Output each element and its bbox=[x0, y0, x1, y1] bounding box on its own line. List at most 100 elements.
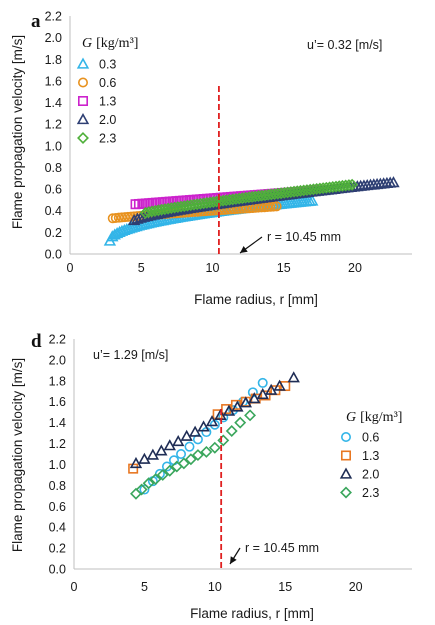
data-point bbox=[146, 448, 160, 460]
legend-marker bbox=[76, 57, 90, 69]
y-tick-label: 1.8 bbox=[49, 374, 66, 388]
data-point bbox=[264, 383, 278, 395]
data-point bbox=[306, 194, 319, 206]
data-point bbox=[265, 201, 276, 212]
y-tick-label: 1.4 bbox=[45, 96, 62, 110]
y-tick-label: 0.8 bbox=[49, 479, 66, 493]
x-tick-label: 15 bbox=[278, 580, 292, 594]
legend-title-symbol: G bbox=[346, 410, 356, 425]
legend-marker bbox=[339, 467, 353, 479]
legend-marker bbox=[77, 132, 89, 144]
data-point bbox=[342, 179, 355, 192]
panel-d: 0 5 10 15 20 0.0 0.2 0.4 0.6 0.8 1.0 1.2 1.4 1.6 1.8 2.… bbox=[10, 331, 412, 621]
series-2.3 bbox=[139, 178, 359, 219]
data-point bbox=[168, 455, 179, 466]
y-tick-label: 1.8 bbox=[45, 53, 62, 67]
legend-entry-0.6: 0.6 bbox=[362, 431, 379, 445]
legend-entry-1.3: 1.3 bbox=[99, 95, 116, 109]
data-point bbox=[146, 205, 158, 218]
panel-d-legend: G [kg/m³] 0.6 1.3 2.0 2.3 bbox=[339, 410, 402, 500]
data-point bbox=[142, 206, 155, 219]
legend-title-symbol: G bbox=[82, 36, 92, 51]
legend-marker bbox=[340, 431, 351, 442]
data-point bbox=[163, 439, 176, 451]
panel-d-x-axis-label: Flame radius, r [mm] bbox=[190, 606, 314, 621]
data-point bbox=[191, 449, 204, 462]
data-point bbox=[217, 434, 230, 447]
y-tick-label: 0.6 bbox=[45, 183, 62, 197]
series-2.3 bbox=[130, 409, 257, 500]
legend-marker bbox=[340, 450, 351, 461]
legend-title-unit: [kg/m³] bbox=[360, 410, 402, 425]
data-point bbox=[188, 425, 202, 437]
legend-entry-2.0: 2.0 bbox=[362, 468, 379, 482]
series-2.0 bbox=[129, 371, 300, 469]
data-point bbox=[346, 178, 359, 191]
data-point bbox=[257, 377, 268, 388]
y-tick-label: 0.4 bbox=[49, 521, 66, 535]
y-tick-label: 0.2 bbox=[49, 542, 66, 556]
annotation-arrow-head bbox=[230, 556, 237, 564]
data-point bbox=[139, 484, 150, 495]
data-point bbox=[176, 448, 187, 459]
data-point bbox=[260, 390, 271, 401]
y-tick-label: 1.0 bbox=[45, 139, 62, 153]
data-point bbox=[163, 464, 176, 477]
data-point bbox=[118, 223, 131, 235]
data-point bbox=[180, 429, 193, 441]
panel-a-legend: G [kg/m³] 0.3 0.6 1.3 2.0 2.3 bbox=[76, 36, 138, 146]
y-tick-label: 1.4 bbox=[49, 416, 66, 430]
x-tick-label: 20 bbox=[349, 580, 363, 594]
panel-d-axes: 0 5 10 15 20 0.0 0.2 0.4 0.6 0.8 1.0 1.2 1.4 1.6 1.8 2.… bbox=[49, 333, 412, 594]
legend-entry-0.3: 0.3 bbox=[99, 58, 116, 72]
data-point bbox=[201, 427, 212, 438]
data-point bbox=[135, 483, 148, 496]
x-tick-label: 10 bbox=[206, 261, 220, 275]
x-tick-label: 5 bbox=[138, 261, 145, 275]
data-point bbox=[273, 379, 286, 391]
y-tick-label: 0.4 bbox=[45, 204, 62, 218]
data-point bbox=[177, 457, 190, 470]
legend-title-unit: [kg/m³] bbox=[96, 36, 138, 51]
data-point bbox=[156, 468, 169, 481]
data-point bbox=[184, 441, 195, 452]
data-point bbox=[256, 387, 269, 400]
data-point bbox=[155, 444, 168, 456]
y-tick-label: 1.2 bbox=[49, 437, 66, 451]
legend-entry-2.0: 2.0 bbox=[99, 113, 116, 127]
y-tick-label: 2.0 bbox=[49, 353, 66, 367]
panel-a-x-axis-label: Flame radius, r [mm] bbox=[194, 292, 318, 307]
x-tick-label: 0 bbox=[71, 580, 78, 594]
data-point bbox=[231, 400, 244, 412]
panel-d-vline-label: r = 10.45 mm bbox=[245, 541, 319, 555]
panel-a-legend-title: G [kg/m³] bbox=[82, 36, 138, 51]
data-point bbox=[248, 392, 261, 404]
data-point bbox=[128, 463, 139, 474]
data-point bbox=[184, 453, 197, 466]
legend-marker bbox=[76, 113, 90, 125]
y-tick-label: 1.6 bbox=[45, 74, 62, 88]
data-point bbox=[197, 420, 210, 432]
data-point bbox=[129, 456, 143, 469]
annotation-arrow-head bbox=[240, 246, 248, 253]
data-point bbox=[244, 409, 257, 422]
y-tick-label: 2.2 bbox=[45, 10, 62, 24]
legend-marker bbox=[340, 486, 352, 499]
y-tick-label: 0.8 bbox=[45, 161, 62, 175]
data-point bbox=[234, 416, 247, 429]
data-point bbox=[239, 396, 253, 408]
data-point bbox=[172, 434, 185, 447]
x-tick-label: 0 bbox=[67, 261, 74, 275]
x-tick-label: 15 bbox=[277, 261, 291, 275]
panel-d-legend-title: G [kg/m³] bbox=[346, 410, 402, 425]
data-point bbox=[222, 404, 236, 416]
x-tick-label: 10 bbox=[208, 580, 222, 594]
y-tick-label: 1.2 bbox=[45, 118, 62, 132]
data-point bbox=[387, 176, 400, 188]
data-point bbox=[149, 473, 162, 486]
panel-a-y-axis-label: Flame propagation velocity [m/s] bbox=[10, 35, 25, 229]
data-point bbox=[205, 415, 219, 427]
y-tick-label: 2.0 bbox=[45, 31, 62, 45]
legend-marker bbox=[78, 96, 89, 107]
